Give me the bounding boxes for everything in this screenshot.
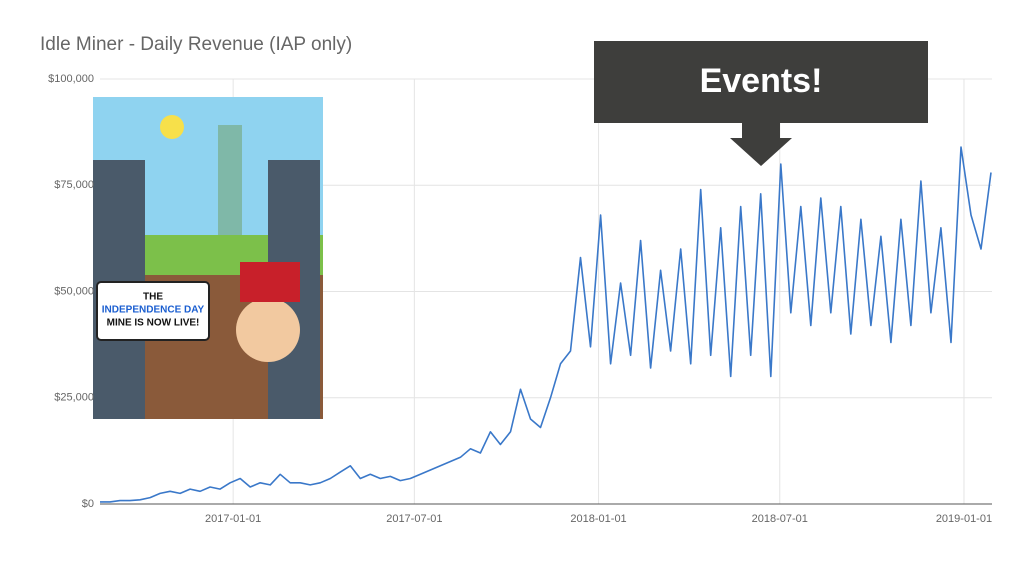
y-tick-label: $75,000 (54, 179, 94, 191)
line-series (100, 146, 992, 503)
x-tick-label: 2018-07-01 (752, 513, 808, 525)
chart-title: Idle Miner - Daily Revenue (IAP only) (40, 34, 352, 55)
y-tick-label: $100,000 (48, 73, 94, 85)
game-image: THE INDEPENDENCE DAY MINE IS NOW LIVE! (93, 97, 323, 419)
image-sun (160, 115, 184, 139)
image-text: THE (143, 292, 163, 303)
annotation-arrow (730, 123, 792, 166)
annotation-text: Events! (700, 62, 823, 100)
speech-bubble (96, 281, 210, 341)
annotation: Events! (594, 41, 928, 166)
x-tick-label: 2017-07-01 (386, 513, 442, 525)
x-tick-label: 2017-01-01 (205, 513, 261, 525)
image-character (236, 298, 300, 362)
y-tick-label: $25,000 (54, 392, 94, 404)
image-text: MINE IS NOW LIVE! (107, 318, 200, 329)
image-text: INDEPENDENCE DAY (102, 305, 205, 316)
image-hat (240, 262, 300, 302)
y-tick-label: $0 (82, 498, 94, 510)
x-tick-label: 2018-01-01 (570, 513, 626, 525)
annotation-box (594, 41, 928, 123)
x-tick-label: 2019-01-01 (936, 513, 992, 525)
image-statue (218, 125, 242, 235)
y-tick-label: $50,000 (54, 285, 94, 297)
